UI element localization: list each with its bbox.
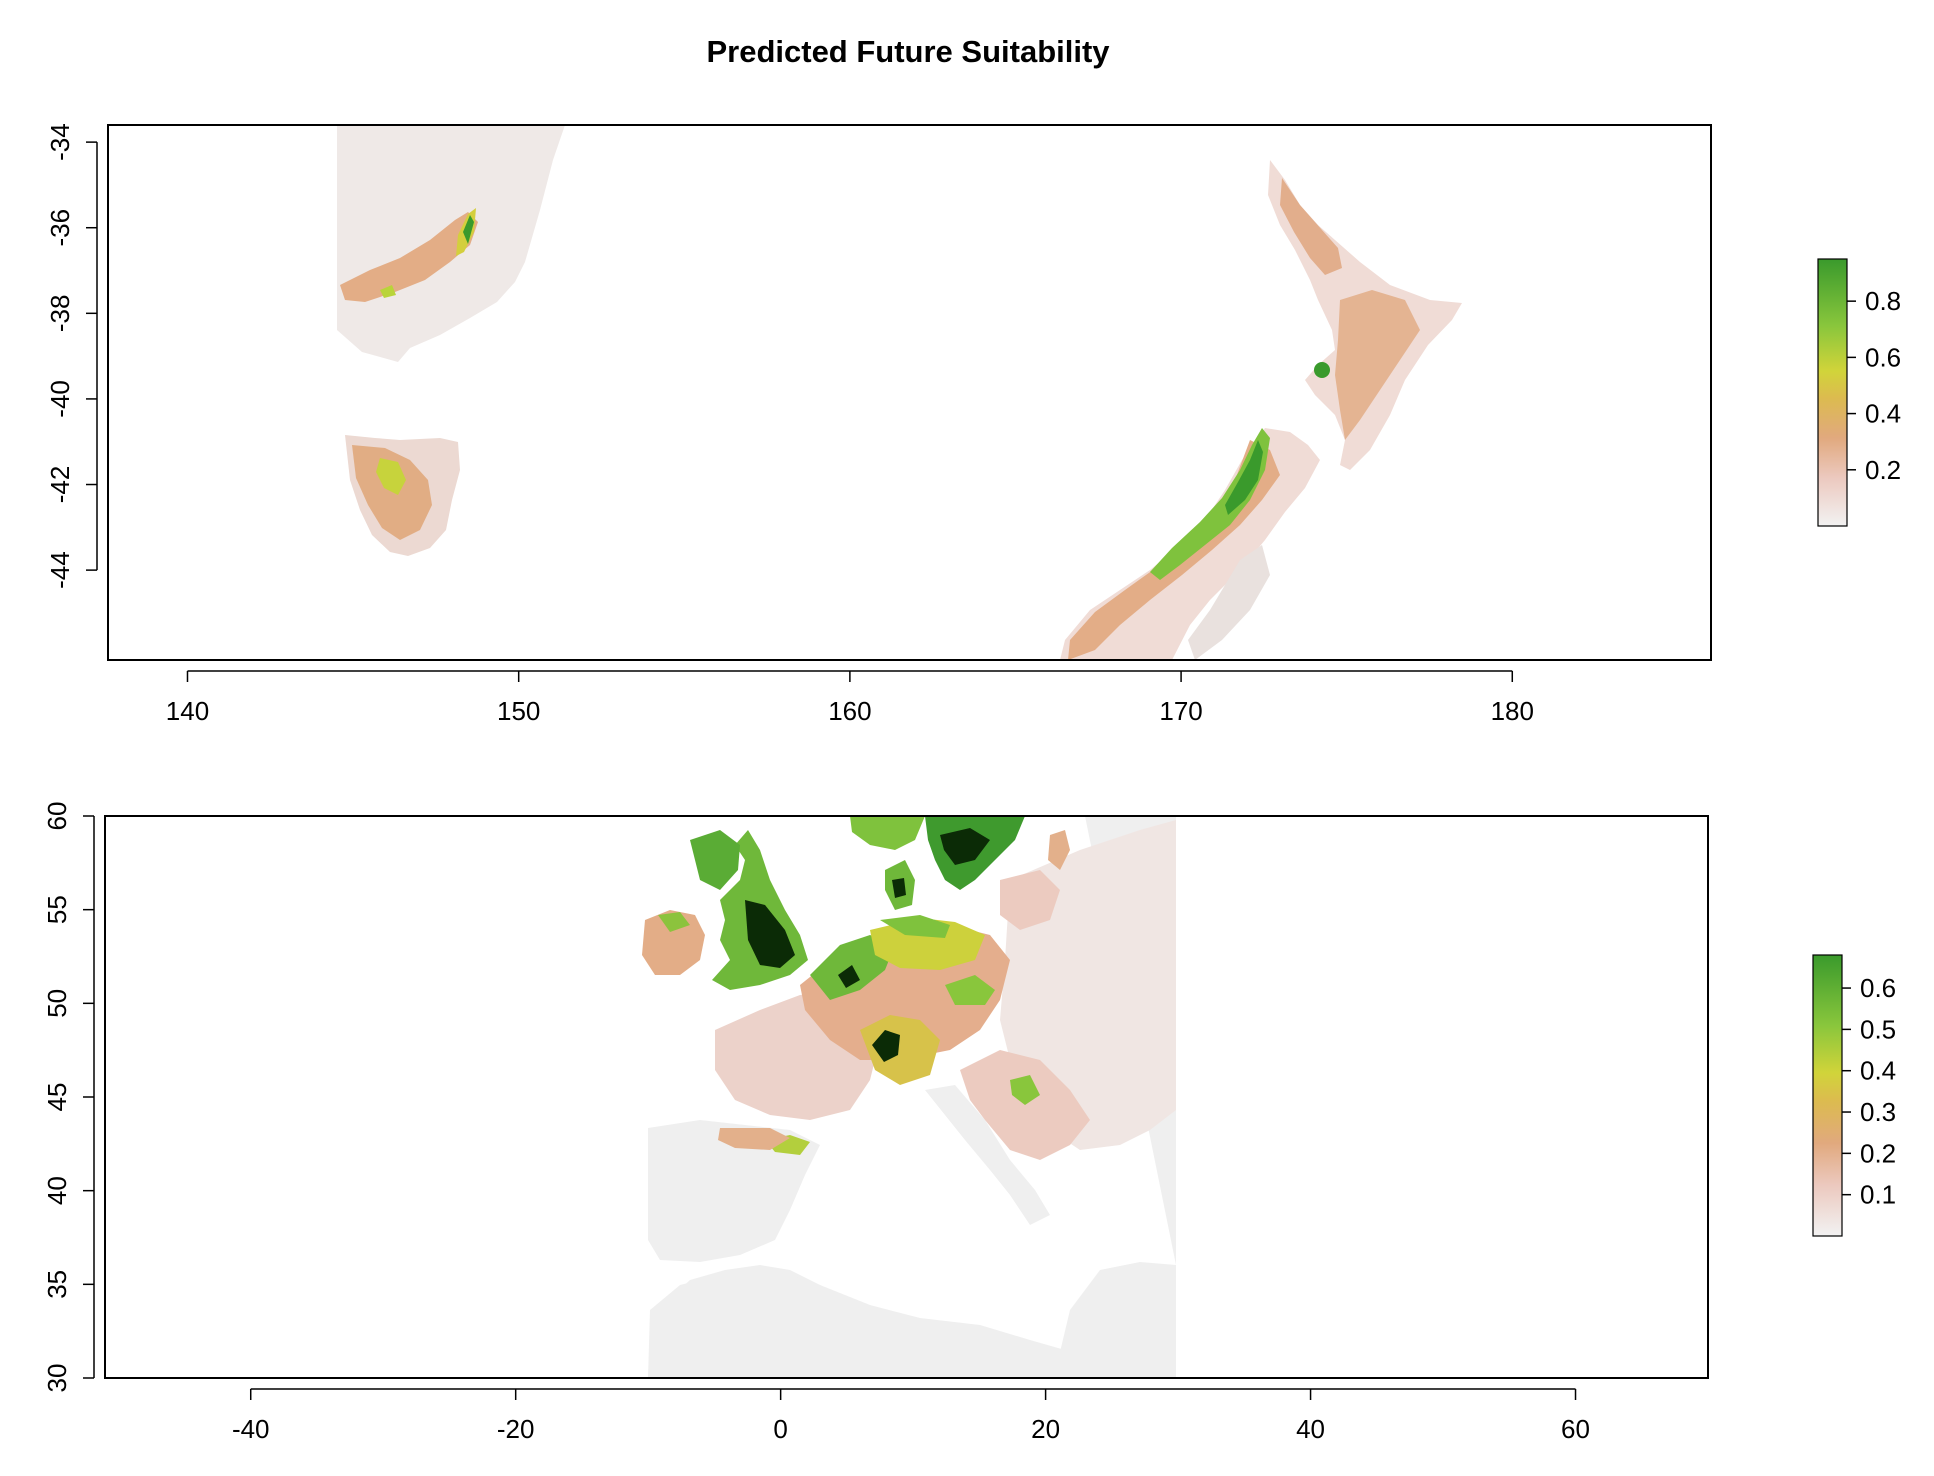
alps-dark — [872, 1030, 900, 1062]
y-tick-label: -38 — [45, 295, 75, 333]
oceania-map: 140 150 160 170 180 -34-36-38-40-42-44 0.80.… — [45, 123, 1901, 726]
australia-alps — [340, 212, 478, 302]
england-dark — [745, 900, 795, 968]
norway-south — [850, 816, 925, 850]
europe-legend-ticks: 0.6 0.5 0.4 0.3 0.2 0.1 — [1842, 973, 1896, 1210]
x-tick-label: 170 — [1159, 696, 1202, 726]
australia-alps-west — [380, 285, 396, 298]
baltic-coast-green — [880, 915, 950, 938]
x-tick-label: 20 — [1031, 1414, 1060, 1444]
legend-tick-label: 0.6 — [1860, 973, 1896, 1003]
north-spain — [718, 1128, 790, 1150]
legend-tick-label: 0.4 — [1860, 1056, 1896, 1086]
legend-tick-label: 0.2 — [1860, 1138, 1896, 1168]
denmark-dark — [892, 878, 906, 898]
nz-north-dry — [1280, 178, 1342, 275]
x-tick-label: 180 — [1491, 696, 1534, 726]
oceania-raster — [337, 125, 1462, 660]
y-tick-label: -36 — [45, 209, 75, 247]
iberia — [648, 1120, 820, 1262]
ireland-green — [658, 912, 690, 932]
oceania-y-axis: -34 -36 -38 -40 -42 -44 — [45, 123, 98, 589]
europe-legend-bar — [1812, 954, 1843, 1237]
figure-title: Predicted Future Suitability — [706, 34, 1110, 69]
oceania-legend-bar — [1817, 258, 1848, 527]
x-tick-label: 160 — [828, 696, 871, 726]
europe-y-axis: 60 55 50 45 40 35 30 — [42, 802, 95, 1393]
x-tick-label: -20 — [497, 1414, 535, 1444]
y-tick-label: -44 — [45, 551, 75, 589]
nz-north-central — [1335, 290, 1420, 440]
finland-coast — [1048, 830, 1070, 870]
y-tick-label: 60 — [42, 802, 72, 831]
europe-plot-frame — [104, 815, 1709, 1379]
europe-x-axis: -40 -20 0 20 40 60 — [232, 1388, 1590, 1444]
y-tick-label: 35 — [42, 1270, 72, 1299]
europe-raster — [642, 816, 1176, 1378]
y-tick-label: -40 — [45, 380, 75, 418]
y-tick-label: -34 — [45, 123, 75, 161]
y-tick-label: 55 — [42, 895, 72, 924]
benelux-dark — [838, 965, 860, 988]
legend-tick-label: 0.2 — [1865, 455, 1901, 485]
legend-tick-label: 0.8 — [1865, 286, 1901, 316]
x-tick-label: 40 — [1296, 1414, 1325, 1444]
baltics — [1000, 870, 1060, 930]
tasmania-core — [376, 458, 406, 495]
oceania-legend-ticks: 0.8 0.6 0.4 0.2 — [1847, 286, 1901, 485]
x-tick-label: 0 — [773, 1414, 787, 1444]
x-tick-label: -40 — [232, 1414, 270, 1444]
y-tick-label: 30 — [42, 1364, 72, 1393]
y-tick-label: 40 — [42, 1176, 72, 1205]
nz-south-east — [1188, 545, 1270, 660]
italy — [925, 1085, 1050, 1225]
oceania-x-axis: 140 150 160 170 180 — [166, 670, 1534, 726]
x-tick-label: 140 — [166, 696, 209, 726]
oceania-plot-frame — [107, 124, 1712, 661]
nz-taranaki — [1314, 362, 1330, 378]
north-africa — [648, 1268, 1176, 1378]
y-tick-label: 45 — [42, 1083, 72, 1112]
y-tick-label: -42 — [45, 466, 75, 504]
australia-alps-peak — [463, 215, 474, 244]
ireland — [642, 910, 705, 975]
balkans-green — [1010, 1075, 1040, 1105]
alps-yellow — [860, 1015, 940, 1085]
legend-tick-label: 0.6 — [1865, 342, 1901, 372]
sweden-dark — [940, 828, 990, 865]
legend-tick-label: 0.1 — [1860, 1180, 1896, 1210]
scotland — [690, 830, 740, 890]
legend-tick-label: 0.3 — [1860, 1097, 1896, 1127]
y-tick-label: 50 — [42, 989, 72, 1018]
nz-southern-alps — [1150, 428, 1270, 580]
czech-green — [945, 975, 995, 1005]
legend-tick-label: 0.4 — [1865, 399, 1901, 429]
legend-tick-label: 0.5 — [1860, 1014, 1896, 1044]
tasmania-west — [352, 445, 432, 540]
x-tick-label: 150 — [497, 696, 540, 726]
nz-southern-alps-core — [1225, 440, 1263, 515]
x-tick-label: 60 — [1561, 1414, 1590, 1444]
